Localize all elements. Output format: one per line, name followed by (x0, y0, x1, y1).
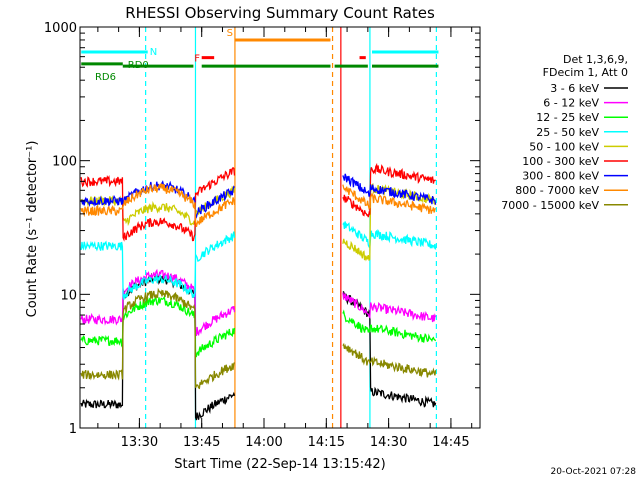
flag-label-f: F (194, 54, 200, 65)
legend-label-0: 3 - 6 keV (550, 82, 599, 95)
x-tick-label-1: 13:45 (183, 435, 220, 450)
flag-label-rd0: RD0 (128, 60, 149, 71)
chart-title: RHESSI Observing Summary Count Rates (125, 4, 435, 22)
x-tick-label-4: 14:30 (370, 435, 407, 450)
plot-frame (79, 26, 481, 429)
y-axis-label: Count Rate (s⁻¹ detector⁻¹) (25, 141, 40, 318)
series-line-8 (80, 287, 437, 390)
y-tick-label-2: 100 (52, 155, 77, 170)
legend-header-0: Det 1,3,6,9, (563, 53, 628, 66)
legend-label-4: 50 - 100 keV (529, 140, 599, 153)
legend-label-6: 300 - 800 keV (522, 170, 599, 183)
x-tick-label-3: 14:15 (308, 435, 345, 450)
legend-label-8: 7000 - 15000 keV (501, 199, 599, 212)
y-tick-label-0: 1 (69, 422, 77, 437)
series-line-7 (80, 183, 437, 228)
timestamp: 20-Oct-2021 07:28 (551, 467, 637, 477)
legend-label-7: 800 - 7000 keV (515, 184, 599, 197)
x-tick-label-0: 13:30 (121, 435, 158, 450)
legend-header-1: FDecim 1, Att 0 (543, 66, 628, 79)
plot-area: N S F RD0 RD6 (80, 27, 439, 428)
flag-label-s: S (227, 28, 233, 39)
axes: 1 10 100 1000 13:30 13:45 14:00 14:15 14:30 14:45 (44, 21, 481, 450)
legend-label-3: 25 - 50 keV (536, 126, 599, 139)
series-line-5 (80, 162, 437, 242)
series-line-6 (80, 173, 437, 221)
legend-label-2: 12 - 25 keV (536, 111, 599, 124)
legend: Det 1,3,6,9,FDecim 1, Att 0 3 - 6 keV 6 - … (501, 53, 628, 212)
series-line-1 (80, 268, 437, 337)
x-tick-label-2: 14:00 (245, 435, 282, 450)
flag-label-n: N (150, 47, 157, 58)
series-line-2 (80, 295, 437, 358)
y-tick-label-1: 10 (60, 288, 77, 303)
y-tick-label-3: 1000 (44, 21, 77, 36)
x-tick-label-5: 14:45 (432, 435, 469, 450)
legend-label-5: 100 - 300 keV (522, 155, 599, 168)
series-line-3 (80, 221, 437, 300)
legend-label-1: 6 - 12 keV (543, 97, 599, 110)
x-axis-label: Start Time (22-Sep-14 13:15:42) (174, 457, 385, 472)
flag-label-rd6: RD6 (95, 72, 116, 83)
